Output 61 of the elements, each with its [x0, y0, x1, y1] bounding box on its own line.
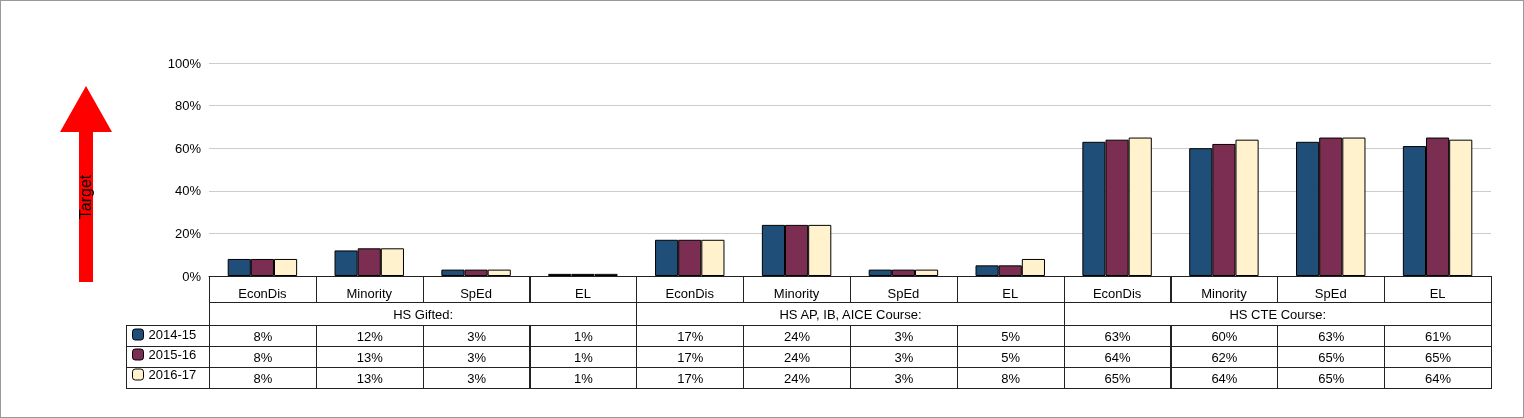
data-label: 5%	[956, 346, 1065, 368]
x-tick-label: SpEd	[887, 286, 920, 301]
data-label: 24%	[743, 367, 851, 389]
legend-label: 2015-16	[148, 347, 197, 362]
y-tick-label: 80%	[174, 98, 202, 114]
text: HS Gifted:	[209, 302, 638, 326]
data-label: 3%	[422, 367, 531, 389]
text: Target	[77, 173, 95, 222]
data-label: 61%	[1384, 325, 1492, 347]
data-label: 64%	[1063, 346, 1172, 368]
x-tick-label: EconDis	[238, 286, 288, 301]
data-label: 8%	[209, 346, 317, 368]
x-tick-label: EL	[574, 286, 591, 301]
text: HS CTE Course:	[1063, 302, 1492, 326]
data-label: 17%	[636, 367, 745, 389]
data-label: 8%	[209, 325, 317, 347]
data-label: 65%	[1277, 346, 1386, 368]
data-label: 63%	[1277, 325, 1386, 347]
data-label: 8%	[209, 367, 317, 389]
data-label: 64%	[1384, 367, 1492, 389]
x-tick-label: EconDis	[1092, 286, 1142, 301]
data-label: 3%	[422, 346, 531, 368]
x-tick-label: SpEd	[1314, 286, 1347, 301]
legend-label: 2014-15	[148, 327, 197, 342]
data-label: 60%	[1170, 325, 1279, 347]
data-label: 17%	[636, 325, 745, 347]
x-tick-label: Minority	[773, 286, 820, 301]
data-label: 62%	[1170, 346, 1279, 368]
data-label: 8%	[956, 367, 1065, 389]
data-label: 1%	[529, 367, 638, 389]
x-tick-label: Minority	[346, 286, 393, 301]
data-label: 65%	[1063, 367, 1172, 389]
y-tick-label: 60%	[174, 140, 202, 156]
data-label: 3%	[422, 325, 531, 347]
data-label: 63%	[1063, 325, 1172, 347]
data-label: 65%	[1277, 367, 1386, 389]
x-tick-label: Minority	[1201, 286, 1248, 301]
data-label: 64%	[1170, 367, 1279, 389]
y-tick-label: 40%	[174, 183, 202, 199]
data-label: 12%	[315, 325, 424, 347]
data-label: 17%	[636, 346, 745, 368]
x-tick-label: EL	[1429, 286, 1446, 301]
data-label: 5%	[956, 325, 1065, 347]
x-tick-label: EconDis	[665, 286, 715, 301]
data-label: 24%	[743, 325, 851, 347]
text: HS AP, IB, AICE Course:	[636, 302, 1065, 326]
x-tick-label: EL	[1002, 286, 1019, 301]
data-label: 65%	[1384, 346, 1492, 368]
x-tick-label: SpEd	[460, 286, 492, 301]
data-label: 13%	[315, 367, 424, 389]
data-label: 24%	[743, 346, 851, 368]
data-label: 3%	[850, 367, 958, 389]
y-tick-label: 100%	[167, 55, 202, 71]
data-label: 1%	[529, 346, 638, 368]
y-tick-label: 0%	[182, 268, 202, 284]
data-label: 3%	[850, 346, 958, 368]
data-label: 1%	[529, 325, 638, 347]
data-label: 13%	[315, 346, 424, 368]
y-tick-label: 20%	[174, 225, 202, 241]
legend-label: 2016-17	[148, 367, 197, 382]
data-label: 3%	[850, 325, 958, 347]
